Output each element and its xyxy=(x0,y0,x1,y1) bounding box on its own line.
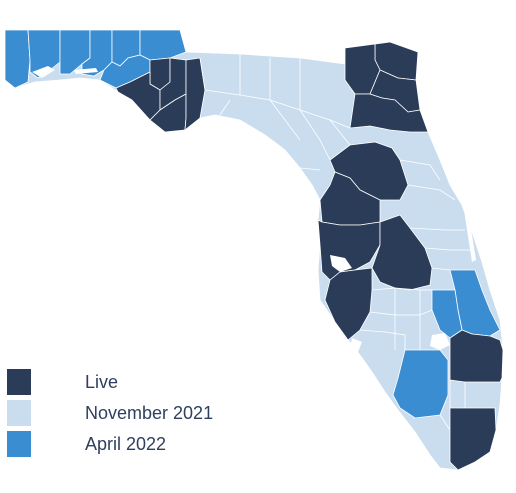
legend-item-live: Live xyxy=(7,369,247,400)
county-boundaries xyxy=(199,54,472,431)
legend-item-april-2022: April 2022 xyxy=(7,431,247,462)
charlotte-harbor xyxy=(350,338,362,352)
tampa-bay xyxy=(330,255,352,272)
legend-label-april-2022: April 2022 xyxy=(85,434,167,454)
map-legend: Live November 2021 April 2022 xyxy=(7,369,247,462)
county-collier xyxy=(392,349,449,419)
lake-okeechobee xyxy=(430,333,450,350)
pensacola-bay xyxy=(32,66,55,78)
legend-label-november-2021: November 2021 xyxy=(85,403,214,423)
county-polk xyxy=(371,214,433,291)
legend-item-november-2021: November 2021 xyxy=(7,400,247,431)
legend-swatch-november-2021 xyxy=(7,400,31,426)
legend-swatch-live xyxy=(7,369,31,395)
county-miami-dade xyxy=(449,407,497,471)
county-escambia xyxy=(4,29,31,89)
legend-swatch-april-2022 xyxy=(7,431,31,457)
legend-label-live: Live xyxy=(85,372,119,392)
county-clay-stjohns xyxy=(349,93,429,133)
choctawhatchee-bay xyxy=(74,68,98,74)
county-palm-beach xyxy=(449,329,504,383)
county-levy-marion xyxy=(329,141,409,201)
indian-river-lagoon xyxy=(464,210,476,262)
